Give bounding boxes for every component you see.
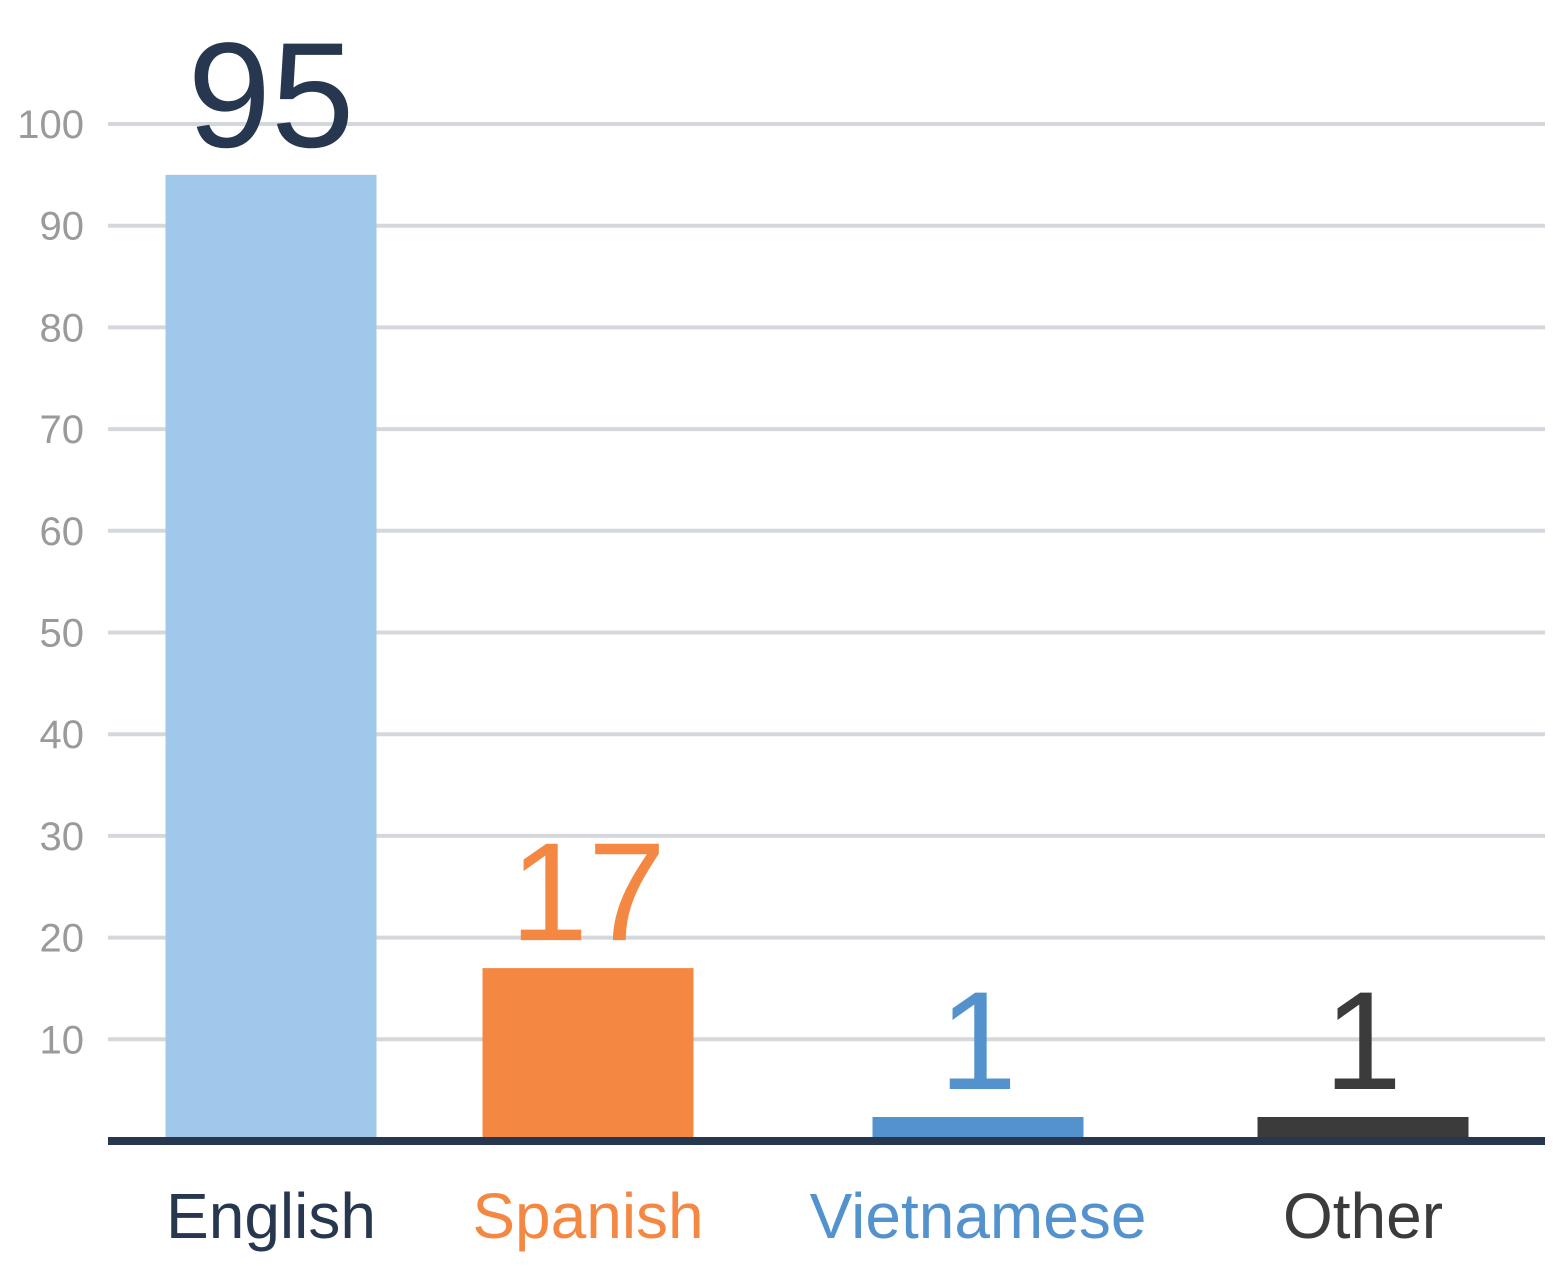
bars <box>165 174 1469 1142</box>
y-tick-label-70: 70 <box>40 408 85 452</box>
data-labels: 95 17 1 1 <box>188 11 1402 1119</box>
data-label-other: 1 <box>1324 962 1402 1119</box>
category-label-english: English <box>166 1180 376 1252</box>
y-tick-label-40: 40 <box>40 713 85 757</box>
category-label-other: Other <box>1283 1180 1443 1252</box>
bar-english <box>165 174 377 1142</box>
category-label-vietnamese: Vietnamese <box>810 1180 1147 1252</box>
data-label-spanish: 17 <box>510 813 666 970</box>
y-tick-label-30: 30 <box>40 815 85 859</box>
x-axis-category-labels: English Spanish Vietnamese Other <box>166 1180 1443 1252</box>
y-tick-label-10: 10 <box>40 1018 85 1062</box>
y-axis-ticks: 10 20 30 40 50 60 70 80 90 100 <box>17 103 84 1062</box>
y-tick-label-80: 80 <box>40 306 85 350</box>
y-tick-label-20: 20 <box>40 917 85 961</box>
y-tick-label-100: 100 <box>17 103 84 147</box>
category-label-spanish: Spanish <box>472 1180 703 1252</box>
y-tick-label-50: 50 <box>40 612 85 656</box>
y-tick-label-90: 90 <box>40 205 85 249</box>
data-label-english: 95 <box>188 11 355 179</box>
y-tick-label-60: 60 <box>40 510 85 554</box>
data-label-vietnamese: 1 <box>939 962 1017 1119</box>
bar-spanish <box>482 968 694 1141</box>
